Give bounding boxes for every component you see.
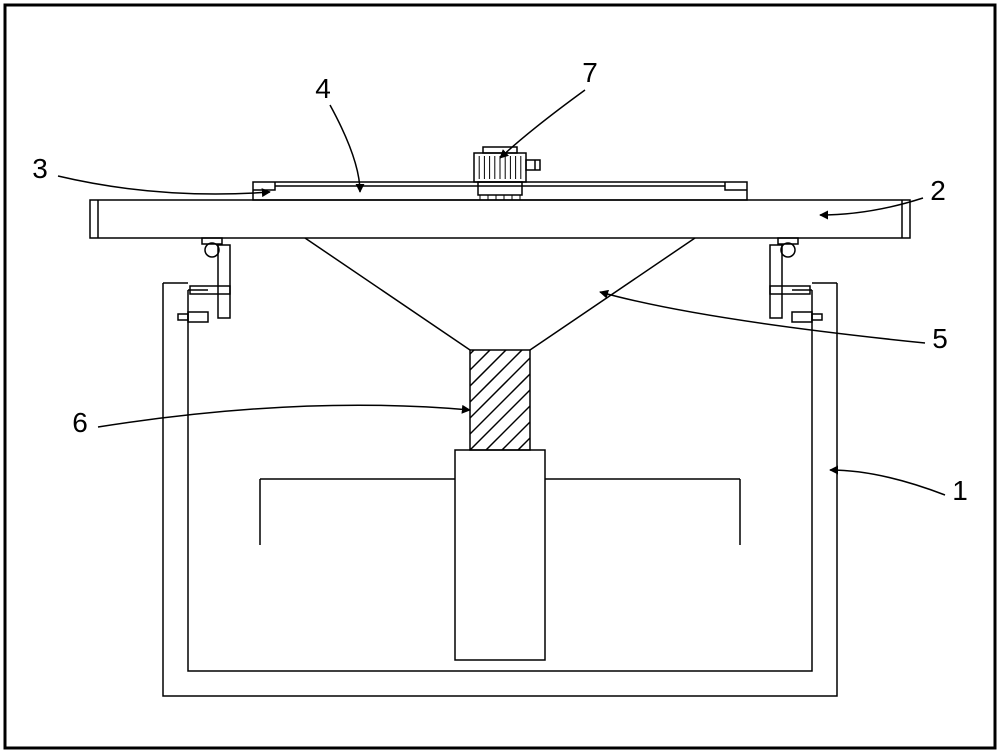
funnel-left bbox=[305, 238, 470, 350]
label-3: 3 bbox=[32, 153, 270, 194]
label-7: 7 bbox=[500, 57, 598, 158]
label-7-text: 7 bbox=[582, 57, 598, 88]
label-3-text: 3 bbox=[32, 153, 48, 184]
label-4: 4 bbox=[315, 73, 360, 192]
page-border bbox=[5, 5, 995, 748]
base-inner bbox=[188, 290, 812, 671]
label-6: 6 bbox=[72, 405, 470, 438]
label-1: 1 bbox=[830, 470, 968, 506]
technical-diagram: 1 2 3 4 5 6 7 bbox=[0, 0, 1000, 753]
hatched-shaft bbox=[310, 350, 730, 450]
lower-column bbox=[455, 450, 545, 660]
label-6-text: 6 bbox=[72, 407, 88, 438]
label-1-text: 1 bbox=[952, 475, 968, 506]
label-5-text: 5 bbox=[932, 323, 948, 354]
slot-plate bbox=[253, 182, 747, 200]
bracket-right bbox=[770, 238, 822, 322]
funnel-right bbox=[530, 238, 695, 350]
top-plate bbox=[90, 200, 910, 238]
label-2: 2 bbox=[820, 175, 946, 215]
label-5: 5 bbox=[600, 292, 948, 354]
label-2-text: 2 bbox=[930, 175, 946, 206]
label-4-text: 4 bbox=[315, 73, 331, 104]
motor bbox=[474, 147, 540, 200]
base-outer bbox=[163, 283, 837, 696]
bracket-left bbox=[178, 238, 230, 322]
